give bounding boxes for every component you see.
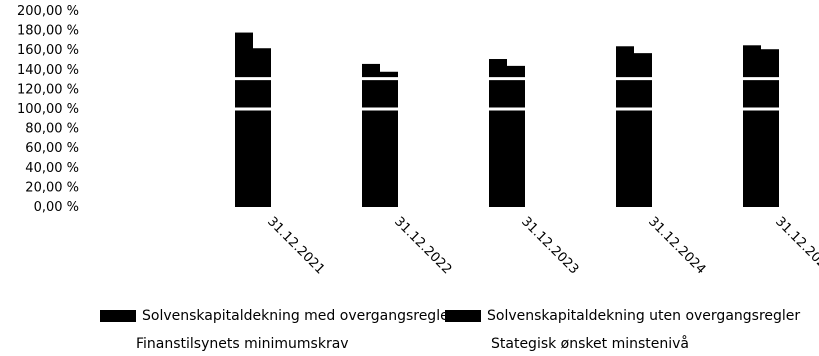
y-axis: 0,00 % 20,00 % 40,00 % 60,00 % 80,00 % 100,00…: [17, 4, 79, 215]
y-tick-label: 20,00 %: [25, 180, 79, 195]
legend: Solvenskapitaldekning med overgangsregle…: [0, 300, 819, 356]
solvency-bar-chart: 0,00 % 20,00 % 40,00 % 60,00 % 80,00 % 100,00…: [17, 4, 819, 277]
bar-uten-31.12.2021[interactable]: [253, 48, 271, 207]
y-tick-label: 200,00 %: [17, 4, 79, 19]
y-tick-label: 180,00 %: [17, 24, 79, 39]
y-tick-label: 120,00 %: [17, 82, 79, 97]
legend-label: Solvenskapitaldekning med overgangsregle…: [142, 308, 455, 324]
y-tick-label: 0,00 %: [34, 200, 79, 215]
legend-label: Finanstilsynets minimumskrav: [136, 336, 349, 352]
bars-group: [235, 32, 779, 208]
legend-item-minimumskrav[interactable]: Finanstilsynets minimumskrav: [136, 336, 349, 352]
x-tick-label: 31.12.2024: [645, 214, 708, 277]
bar-uten-31.12.2023[interactable]: [507, 65, 525, 207]
legend-label: Stategisk ønsket minstenivå: [491, 336, 690, 352]
y-tick-label: 40,00 %: [25, 161, 79, 176]
legend-swatch: [100, 310, 136, 322]
legend-item-uten-overgangsregler[interactable]: Solvenskapitaldekning uten overgangsregl…: [445, 308, 800, 324]
bar-med-31.12.2024[interactable]: [616, 46, 634, 207]
x-tick-label: 31.12.2021: [264, 214, 327, 277]
y-tick-label: 100,00 %: [17, 102, 79, 117]
bar-med-31.12.2025[interactable]: [743, 45, 761, 207]
x-tick-label: 31.12.2023: [518, 214, 581, 277]
legend-swatch: [445, 310, 481, 322]
y-tick-label: 160,00 %: [17, 43, 79, 58]
y-tick-label: 60,00 %: [25, 141, 79, 156]
legend-item-minsteniva[interactable]: Stategisk ønsket minstenivå: [491, 336, 689, 352]
y-tick-label: 140,00 %: [17, 63, 79, 78]
legend-item-med-overgangsregler[interactable]: Solvenskapitaldekning med overgangsregle…: [100, 308, 454, 324]
bar-med-31.12.2023[interactable]: [489, 59, 507, 207]
x-tick-label: 31.12.2022: [391, 214, 454, 277]
reference-lines-group: [234, 77, 780, 111]
bar-uten-31.12.2024[interactable]: [634, 53, 652, 207]
bar-med-31.12.2022[interactable]: [362, 63, 380, 207]
bar-uten-31.12.2022[interactable]: [380, 71, 398, 207]
legend-label: Solvenskapitaldekning uten overgangsregl…: [487, 308, 801, 324]
x-axis: 31.12.2021 31.12.2022 31.12.2023 31.12.2024…: [264, 214, 819, 277]
bar-uten-31.12.2025[interactable]: [761, 49, 779, 207]
bar-med-31.12.2021[interactable]: [235, 32, 253, 208]
x-tick-label: 31.12.2025: [772, 214, 819, 277]
y-tick-label: 80,00 %: [25, 122, 79, 137]
